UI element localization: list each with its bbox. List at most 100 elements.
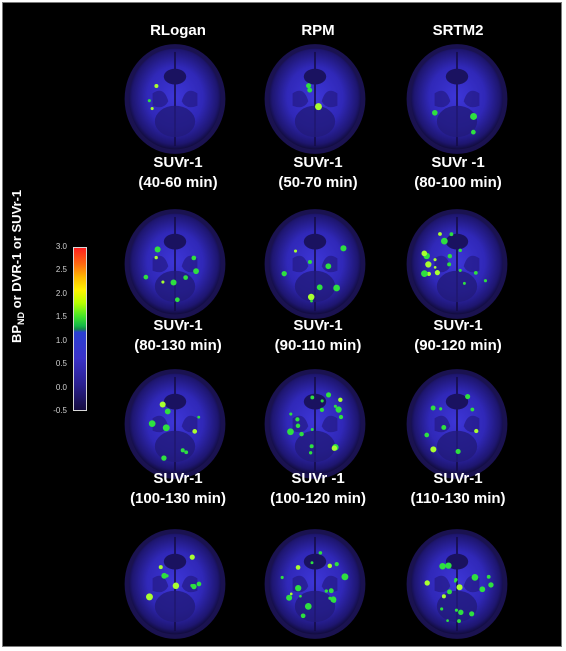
uptake-hotspot: [424, 432, 430, 438]
brain-scan-image: [401, 43, 513, 155]
uptake-hotspot: [161, 572, 168, 579]
uptake-hotspot: [471, 129, 476, 135]
uptake-hotspot: [328, 588, 334, 594]
scan-label: SUVr -1 (80-100 min): [393, 153, 523, 193]
scan-label-line: SUVr-1: [433, 470, 483, 487]
uptake-hotspot: [445, 562, 452, 569]
uptake-hotspot: [470, 113, 478, 120]
uptake-hotspot: [438, 232, 442, 236]
uptake-hotspot: [421, 270, 428, 277]
uptake-hotspot: [289, 592, 293, 596]
uptake-hotspot: [334, 562, 339, 567]
uptake-hotspot: [143, 274, 149, 280]
uptake-hotspot: [299, 431, 304, 437]
colorbar-title-rest: or DVR-1 or SUVr-1: [9, 189, 24, 312]
uptake-hotspot: [306, 83, 312, 89]
uptake-hotspot: [330, 596, 337, 603]
uptake-hotspot: [295, 417, 300, 422]
brain-scan-image: [401, 528, 513, 640]
uptake-hotspot: [454, 577, 458, 582]
uptake-hotspot: [440, 607, 444, 611]
uptake-hotspot: [340, 245, 347, 252]
brain-scan-image: [259, 43, 371, 155]
uptake-hotspot: [327, 563, 333, 569]
uptake-hotspot: [164, 408, 171, 415]
uptake-hotspot: [486, 574, 491, 579]
uptake-hotspot: [295, 565, 301, 570]
uptake-hotspot: [190, 584, 194, 588]
uptake-hotspot: [147, 99, 151, 103]
uptake-hotspot: [474, 428, 479, 434]
uptake-hotspot: [172, 582, 180, 590]
scan-label: SUVr -1 (100-120 min): [253, 469, 383, 509]
uptake-hotspot: [462, 281, 466, 285]
uptake-hotspot: [421, 250, 428, 257]
uptake-hotspot: [471, 574, 479, 581]
uptake-hotspot: [318, 551, 323, 555]
uptake-hotspot: [180, 448, 185, 453]
uptake-hotspot: [307, 259, 312, 264]
scan-label-line: SUVr-1: [293, 154, 343, 171]
uptake-hotspot: [341, 573, 349, 581]
uptake-hotspot: [161, 455, 167, 461]
brain-scan-image: [259, 528, 371, 640]
uptake-hotspot: [469, 611, 475, 617]
uptake-hotspot: [310, 395, 315, 400]
scan-label: SUVr-1 (50-70 min): [253, 153, 383, 193]
scan-label-line: RLogan: [150, 22, 206, 39]
uptake-hotspot: [161, 280, 165, 284]
uptake-hotspot: [338, 397, 343, 403]
uptake-hotspot: [458, 268, 462, 272]
colorbar-tick-label: 0.0: [55, 382, 67, 392]
uptake-hotspot: [310, 299, 313, 303]
uptake-hotspot: [310, 428, 314, 431]
brain-scan-image: [401, 208, 513, 320]
scan-label-line: (100-120 min): [270, 490, 366, 507]
uptake-hotspot: [456, 584, 463, 591]
scan-label: RPM: [253, 21, 383, 41]
colorbar-tick-label: 1.5: [55, 312, 67, 322]
scan-label-line: SRTM2: [432, 22, 484, 39]
scan-label-line: SUVr-1: [433, 317, 483, 334]
uptake-hotspot: [295, 423, 301, 429]
uptake-hotspot: [316, 284, 323, 291]
uptake-hotspot: [457, 619, 461, 623]
colorbar-title-subscript: ND: [16, 311, 26, 325]
uptake-hotspot: [192, 429, 198, 434]
brain-scan-image: [259, 368, 371, 480]
uptake-hotspot: [154, 83, 159, 89]
uptake-hotspot: [458, 609, 464, 616]
uptake-hotspot: [441, 425, 447, 430]
uptake-hotspot: [286, 594, 293, 601]
uptake-hotspot: [454, 608, 459, 612]
uptake-hotspot: [304, 603, 312, 610]
colorbar-panel: 3.0 2.5 2.0 1.5 1.0 0.5 0.0 -0.5: [33, 242, 103, 417]
uptake-hotspot: [425, 261, 432, 268]
uptake-hotspot: [145, 593, 153, 601]
uptake-hotspot: [299, 594, 302, 598]
scan-label-line: (50-70 min): [278, 174, 358, 191]
uptake-hotspot: [184, 450, 189, 455]
scan-label-line: SUVr -1: [291, 470, 345, 487]
scan-label: SRTM2: [393, 21, 523, 41]
uptake-hotspot: [289, 412, 293, 416]
uptake-hotspot: [308, 451, 313, 455]
uptake-hotspot: [331, 445, 338, 451]
uptake-hotspot: [447, 589, 452, 595]
scan-label-line: (90-120 min): [414, 337, 502, 354]
colorbar-title-main: BP: [9, 324, 24, 343]
uptake-hotspot: [315, 103, 322, 111]
uptake-hotspot: [440, 237, 448, 245]
uptake-hotspot: [310, 561, 314, 565]
uptake-hotspot: [293, 249, 298, 253]
scan-label-line: SUVr-1: [153, 470, 203, 487]
uptake-hotspot: [154, 255, 158, 260]
brain-scan-image: [119, 43, 231, 155]
uptake-hotspot: [191, 255, 197, 261]
uptake-hotspot: [439, 407, 443, 411]
uptake-hotspot: [333, 284, 340, 292]
scan-label-line: SUVr-1: [153, 317, 203, 334]
brain-scan-image: [119, 368, 231, 480]
scan-label: SUVr-1 (90-120 min): [393, 316, 523, 356]
